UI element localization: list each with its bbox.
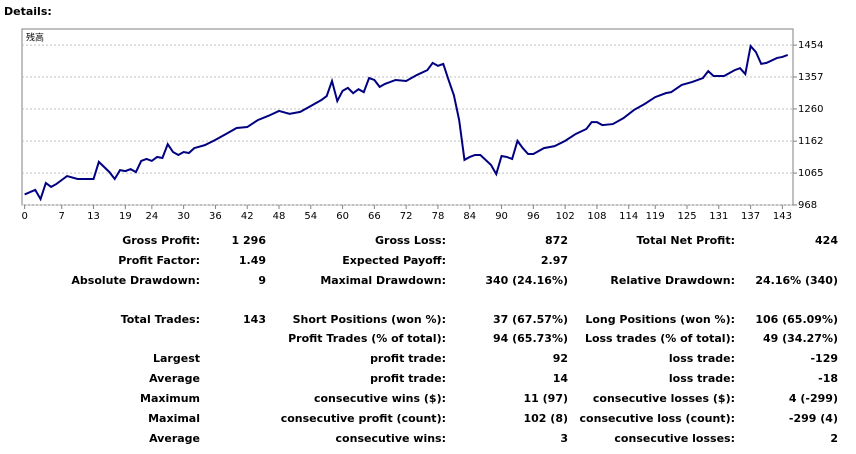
- stat-label: consecutive wins:: [336, 432, 446, 445]
- stat-label: Absolute Drawdown:: [71, 274, 200, 287]
- stat-value: 2.97: [541, 254, 568, 267]
- stat-label: Long Positions (won %):: [585, 313, 735, 326]
- stat-value: 9: [258, 274, 266, 287]
- x-tick-label: 102: [556, 211, 575, 222]
- stat-value: 106 (65.09%): [755, 313, 838, 326]
- stat-value: 37 (67.57%): [493, 313, 568, 326]
- stat-label: Maximal Drawdown:: [320, 274, 446, 287]
- x-tick-label: 84: [463, 211, 476, 222]
- stat-label: Average: [149, 432, 200, 445]
- y-tick-label: 968: [798, 200, 817, 211]
- x-tick-label: 19: [119, 211, 132, 222]
- stat-label: Gross Loss:: [375, 234, 446, 247]
- x-tick-label: 60: [336, 211, 349, 222]
- x-tick-label: 96: [527, 211, 540, 222]
- x-tick-label: 119: [646, 211, 665, 222]
- x-tick-label: 0: [21, 211, 27, 222]
- stat-label: Maximal: [148, 412, 200, 425]
- x-tick-label: 48: [273, 211, 286, 222]
- stat-label: profit trade:: [370, 372, 446, 385]
- series-label: 残高: [26, 32, 44, 44]
- stat-value: -18: [818, 372, 838, 385]
- y-tick-label: 1065: [798, 168, 823, 179]
- x-tick-label: 72: [400, 211, 413, 222]
- x-tick-label: 125: [677, 211, 696, 222]
- stat-label: Largest: [153, 352, 200, 365]
- stat-label: Total Net Profit:: [637, 234, 736, 247]
- stat-value: 1 296: [232, 234, 267, 247]
- stat-label: Short Positions (won %):: [293, 313, 446, 326]
- stat-label: loss trade:: [669, 352, 735, 365]
- stat-label: consecutive loss (count):: [580, 412, 735, 425]
- x-tick-label: 114: [619, 211, 638, 222]
- y-tick-label: 1260: [798, 104, 823, 115]
- stat-label: loss trade:: [669, 372, 735, 385]
- stat-value: 11 (97): [524, 392, 569, 405]
- stat-value: 92: [553, 352, 568, 365]
- x-tick-label: 54: [304, 211, 317, 222]
- stat-value: 340 (24.16%): [485, 274, 568, 287]
- stat-label: consecutive losses ($):: [593, 392, 735, 405]
- x-tick-label: 36: [209, 211, 222, 222]
- stat-label: Relative Drawdown:: [610, 274, 735, 287]
- stat-value: 2: [830, 432, 838, 445]
- x-tick-label: 66: [368, 211, 381, 222]
- x-tick-label: 30: [177, 211, 190, 222]
- stat-label: Loss trades (% of total):: [585, 332, 735, 345]
- stat-label: consecutive profit (count):: [281, 412, 446, 425]
- stat-label: consecutive losses:: [614, 432, 735, 445]
- stat-value: 102 (8): [524, 412, 569, 425]
- x-tick-label: 90: [495, 211, 508, 222]
- stat-label: Total Trades:: [121, 313, 200, 326]
- section-title: Details:: [4, 5, 52, 18]
- stat-value: 14: [553, 372, 569, 385]
- x-tick-label: 13: [87, 211, 100, 222]
- stat-value: 872: [545, 234, 568, 247]
- stat-value: 94 (65.73%): [493, 332, 568, 345]
- stat-label: consecutive wins ($):: [314, 392, 446, 405]
- y-tick-label: 1357: [798, 72, 823, 83]
- x-tick-label: 42: [241, 211, 254, 222]
- stat-value: 3: [560, 432, 568, 445]
- stat-value: 4 (-299): [789, 392, 838, 405]
- stat-value: -299 (4): [789, 412, 838, 425]
- stat-value: 143: [243, 313, 266, 326]
- stat-label: Profit Factor:: [118, 254, 200, 267]
- y-tick-label: 1454: [798, 40, 823, 51]
- y-tick-label: 1162: [798, 136, 823, 147]
- stat-label: Profit Trades (% of total):: [288, 332, 446, 345]
- stat-label: profit trade:: [370, 352, 446, 365]
- plot-frame: [21, 28, 794, 206]
- stat-label: Maximum: [140, 392, 200, 405]
- x-tick-label: 143: [773, 211, 792, 222]
- stat-label: Gross Profit:: [122, 234, 200, 247]
- stat-value: 24.16% (340): [755, 274, 838, 287]
- stat-value: 424: [815, 234, 838, 247]
- x-tick-label: 24: [145, 211, 158, 222]
- x-tick-label: 78: [432, 211, 445, 222]
- stat-value: -129: [810, 352, 838, 365]
- x-tick-label: 131: [709, 211, 728, 222]
- x-tick-label: 108: [587, 211, 606, 222]
- x-tick-label: 7: [59, 211, 65, 222]
- balance-line: [24, 43, 789, 202]
- stat-value: 1.49: [239, 254, 266, 267]
- stat-value: 49 (34.27%): [763, 332, 838, 345]
- x-tick-label: 137: [741, 211, 760, 222]
- stat-label: Expected Payoff:: [342, 254, 446, 267]
- stat-label: Average: [149, 372, 200, 385]
